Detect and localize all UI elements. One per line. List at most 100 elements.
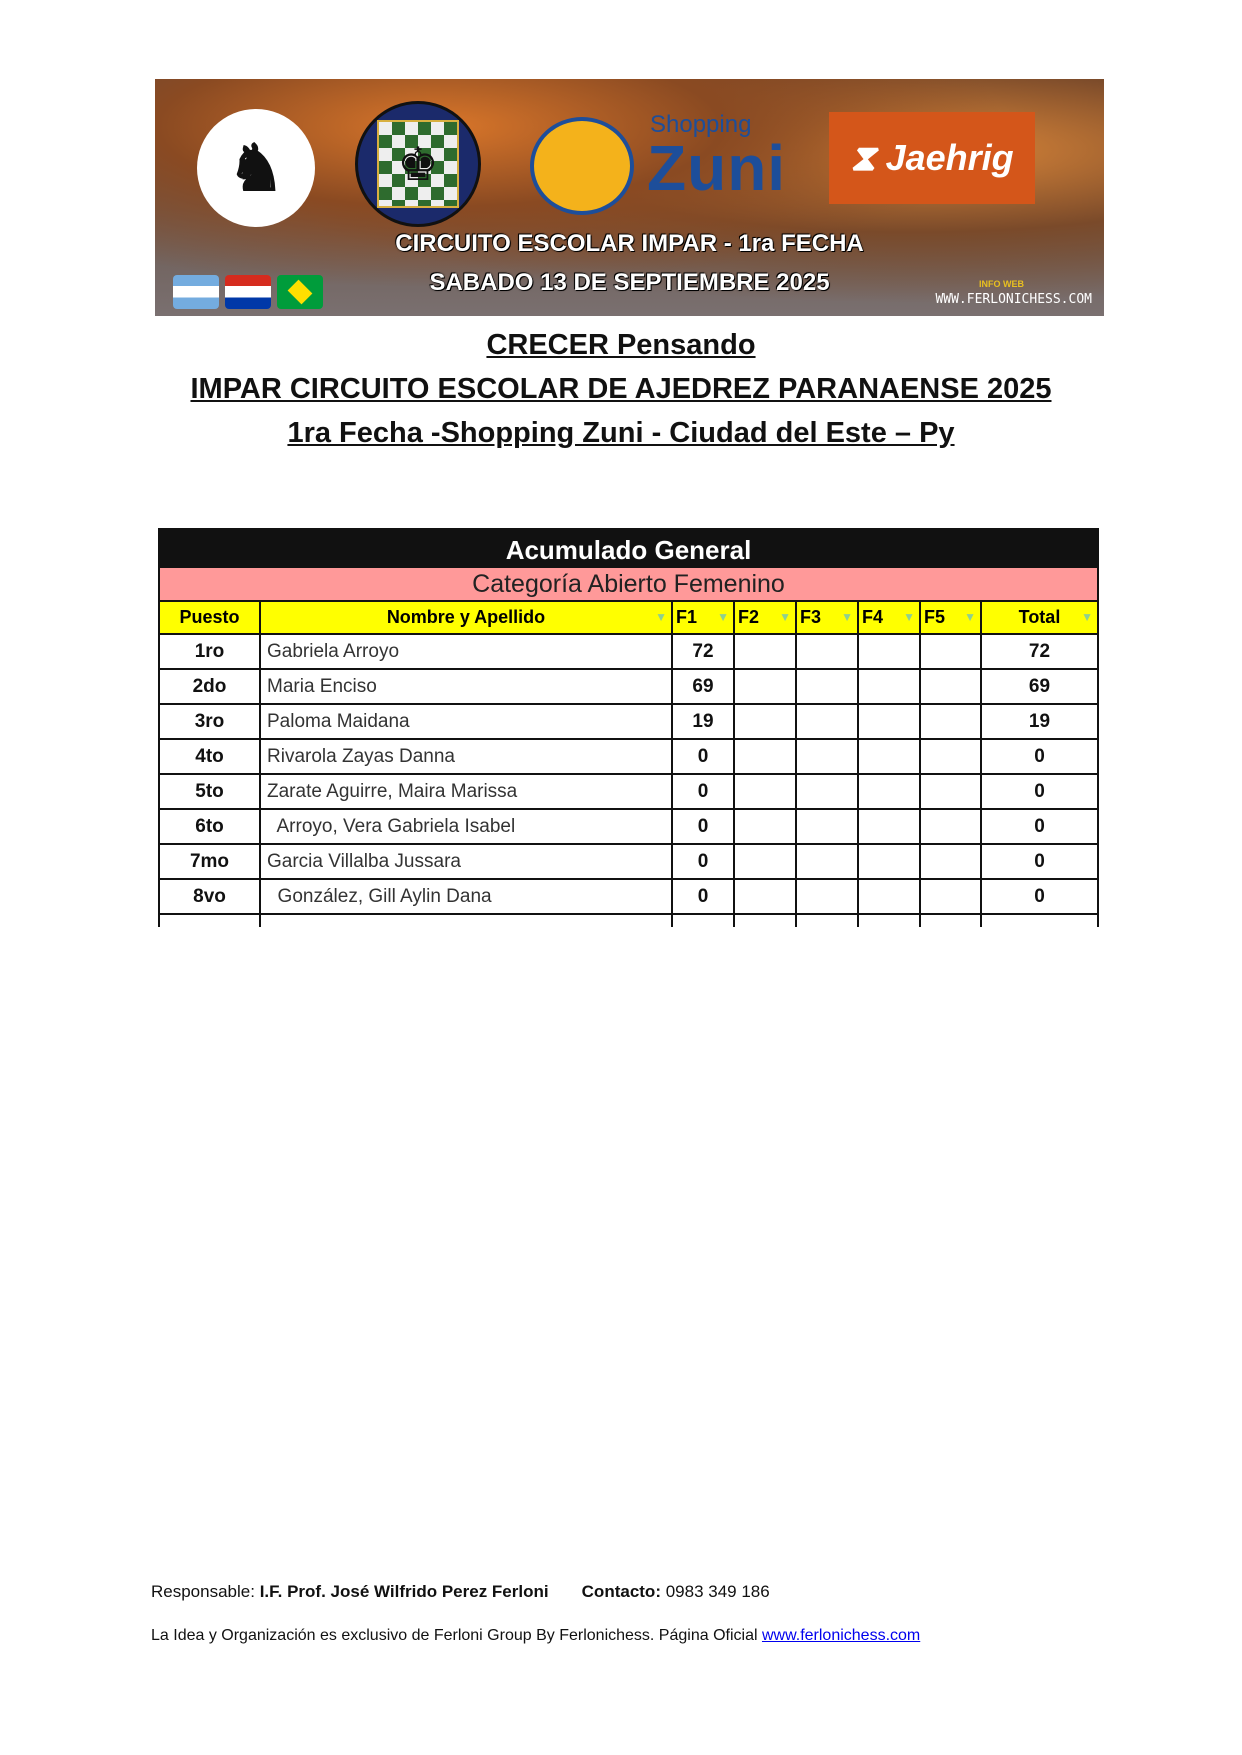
filter-icon[interactable]: ▼ (903, 610, 915, 624)
f5-cell (919, 878, 982, 915)
f2-cell (733, 773, 797, 810)
f4-cell (857, 808, 921, 845)
paraguay-flag-icon (225, 275, 271, 309)
organization-text: La Idea y Organización es exclusivo de F… (151, 1627, 762, 1644)
column-header-f4[interactable]: F4 ▼ (857, 600, 921, 635)
banner-line-2: SABADO 13 DE SEPTIEMBRE 2025 (429, 269, 830, 296)
column-header-puesto[interactable]: Puesto (158, 600, 261, 635)
filter-icon[interactable]: ▼ (841, 610, 853, 624)
f3-cell (795, 738, 859, 775)
column-header-f5[interactable]: F5 ▼ (919, 600, 982, 635)
f1-cell: 69 (671, 668, 735, 705)
contact-label: Contacto: (581, 1582, 661, 1601)
f2-cell (733, 808, 797, 845)
ferlonichess-club-logo: ♚ (355, 101, 481, 227)
rank-cell: 6to (158, 808, 261, 845)
standings-table: Acumulado General Categoría Abierto Feme… (158, 528, 1099, 927)
banner-line-1: CIRCUITO ESCOLAR IMPAR - 1ra FECHA (395, 230, 864, 257)
f2-cell (733, 738, 797, 775)
official-site-link[interactable]: www.ferlonichess.com (761, 1627, 921, 1644)
table-row: 6to Arroyo, Vera Gabriela Isabel 0 0 (158, 808, 1099, 845)
f3-cell (795, 703, 859, 740)
rank-cell: 1ro (158, 633, 261, 670)
table-row: 4to Rivarola Zayas Danna 0 0 (158, 738, 1099, 775)
title-line-2: IMPAR CIRCUITO ESCOLAR DE AJEDREZ PARANA… (0, 373, 1242, 406)
column-header-nombre-y-apellido[interactable]: Nombre y Apellido ▼ (259, 600, 673, 635)
f5-cell (919, 773, 982, 810)
table-row: 5to Zarate Aguirre, Maira Marissa 0 0 (158, 773, 1099, 810)
f5-cell (919, 843, 982, 880)
f2-cell (733, 878, 797, 915)
f2-cell (733, 843, 797, 880)
f1-cell: 0 (671, 843, 735, 880)
jaehrig-logo: ⧗ Jaehrig (829, 112, 1035, 204)
column-header-total[interactable]: Total ▼ (980, 600, 1099, 635)
f2-cell (733, 668, 797, 705)
name-cell: Arroyo, Vera Gabriela Isabel (259, 808, 673, 845)
name-cell: Garcia Villalba Jussara (259, 843, 673, 880)
rank-cell: 4to (158, 738, 261, 775)
total-cell: 0 (980, 843, 1099, 880)
f3-cell (795, 843, 859, 880)
total-cell: 19 (980, 703, 1099, 740)
total-cell: 72 (980, 633, 1099, 670)
title-line-1: CRECER Pensando (0, 329, 1242, 362)
zuni-name-text: Zuni (647, 132, 787, 204)
column-header-label: Total (1018, 607, 1061, 627)
rank-cell: 3ro (158, 703, 261, 740)
knight-icon: ♞ (227, 132, 285, 204)
table-title: Acumulado General (158, 528, 1099, 568)
f1-cell: 72 (671, 633, 735, 670)
name-cell: Zarate Aguirre, Maira Marissa (259, 773, 673, 810)
responsible-name: I.F. Prof. José Wilfrido Perez Ferloni (259, 1582, 549, 1601)
f5-cell (919, 738, 982, 775)
zuni-logo-mark (530, 117, 634, 215)
f4-cell (857, 703, 921, 740)
f4-cell (857, 668, 921, 705)
column-header-label: Nombre y Apellido (386, 607, 546, 627)
filter-icon[interactable]: ▼ (717, 610, 729, 624)
f1-cell: 0 (671, 808, 735, 845)
title-text-1: CRECER Pensando (486, 329, 756, 361)
table-row: 8vo González, Gill Aylin Dana 0 0 (158, 878, 1099, 915)
f4-cell (857, 773, 921, 810)
column-header-f1[interactable]: F1 ▼ (671, 600, 735, 635)
column-header-label: Puesto (179, 607, 240, 627)
brazil-flag-icon (277, 275, 323, 309)
rank-cell: 8vo (158, 878, 261, 915)
name-cell: Maria Enciso (259, 668, 673, 705)
filter-icon[interactable]: ▼ (655, 610, 667, 624)
footer-responsible: Responsable: I.F. Prof. José Wilfrido Pe… (151, 1582, 770, 1602)
table-row: 1ro Gabriela Arroyo 72 72 (158, 633, 1099, 670)
f4-cell (857, 843, 921, 880)
event-banner: ♞ ♚ Shopping Zuni ⧗ Jaehrig CIRCUITO ESC… (155, 79, 1104, 316)
table-row: 2do Maria Enciso 69 69 (158, 668, 1099, 705)
f4-cell (857, 738, 921, 775)
f1-cell: 0 (671, 738, 735, 775)
f3-cell (795, 773, 859, 810)
title-line-3: 1ra Fecha -Shopping Zuni - Ciudad del Es… (0, 417, 1242, 450)
name-cell: González, Gill Aylin Dana (259, 878, 673, 915)
total-cell: 0 (980, 878, 1099, 915)
f2-cell (733, 703, 797, 740)
rank-cell: 2do (158, 668, 261, 705)
f2-cell (733, 633, 797, 670)
contact-value: 0983 349 186 (660, 1582, 770, 1601)
f3-cell (795, 808, 859, 845)
argentina-flag-icon (173, 275, 219, 309)
filter-icon[interactable]: ▼ (964, 610, 976, 624)
column-header-f2[interactable]: F2 ▼ (733, 600, 797, 635)
title-text-2: IMPAR CIRCUITO ESCOLAR DE AJEDREZ PARANA… (190, 373, 1052, 405)
column-header-f3[interactable]: F3 ▼ (795, 600, 859, 635)
f3-cell (795, 668, 859, 705)
filter-icon[interactable]: ▼ (1081, 610, 1093, 624)
jaehrig-text: Jaehrig (885, 137, 1014, 178)
f3-cell (795, 633, 859, 670)
f3-cell (795, 878, 859, 915)
filter-icon[interactable]: ▼ (779, 610, 791, 624)
category-title: Categoría Abierto Femenino (158, 566, 1099, 602)
king-icon: ♚ (377, 120, 459, 208)
responsible-label: Responsable: (151, 1582, 260, 1601)
rank-cell: 5to (158, 773, 261, 810)
name-cell: Paloma Maidana (259, 703, 673, 740)
